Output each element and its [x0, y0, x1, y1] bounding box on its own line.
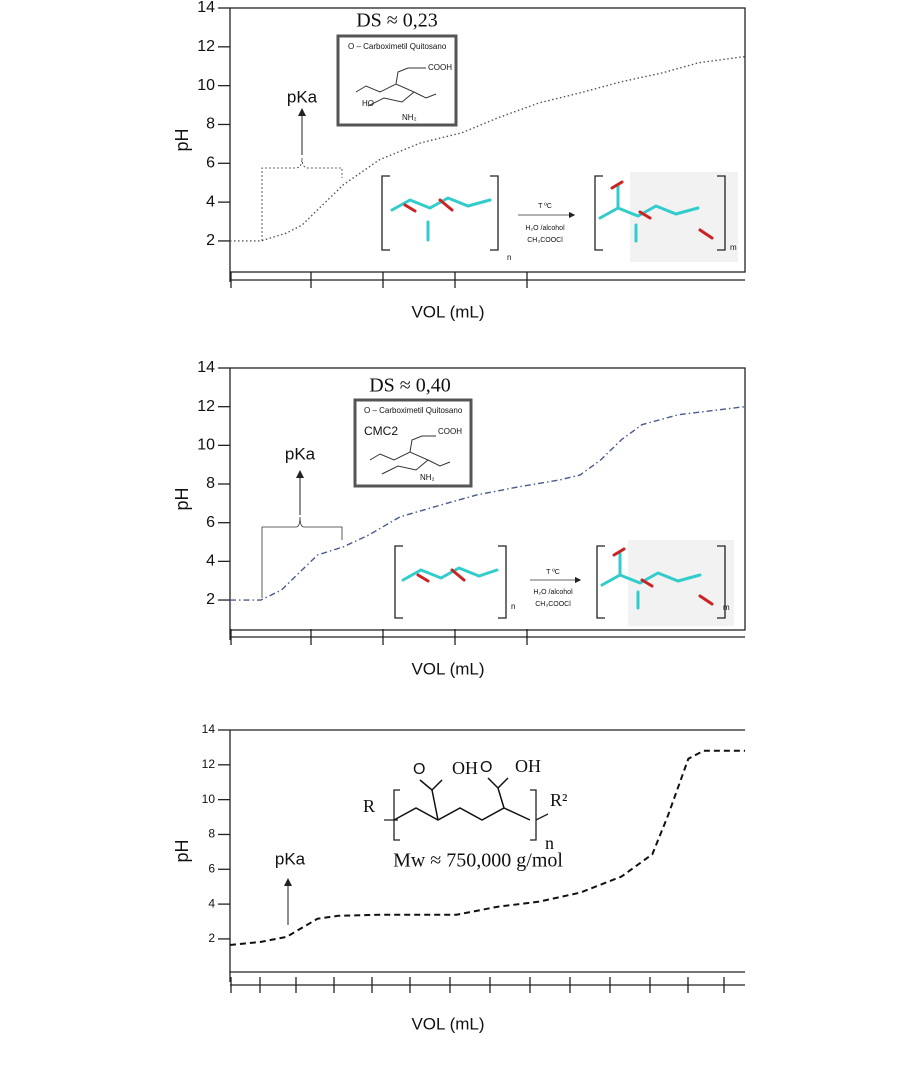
y-tick-label: 10: [197, 77, 215, 94]
repeat-index: n: [545, 833, 554, 853]
molecule: [612, 547, 714, 606]
y-tick-label: 4: [208, 896, 215, 910]
molecule: [403, 198, 454, 213]
molecule: [600, 551, 702, 610]
repeat-index: n: [511, 602, 515, 611]
y-tick-label: 14: [197, 359, 215, 376]
inset-amine: NH₂: [420, 473, 435, 482]
molecule: [610, 180, 714, 240]
y-tick-label: 12: [202, 757, 216, 771]
inset-structure: [369, 435, 451, 475]
y-tick-label: 12: [197, 398, 215, 415]
y-tick-label: 14: [197, 0, 215, 16]
repeat-index: m: [730, 243, 737, 252]
bracket: [594, 175, 726, 251]
y-tick-label: 14: [202, 722, 216, 736]
reaction-reagent: CH₃COOCl: [535, 601, 571, 608]
molecule: [416, 568, 466, 583]
reaction-reagent: CH₃COOCl: [527, 237, 563, 244]
y-axis-label: pH: [172, 839, 192, 862]
y-tick-label: 10: [197, 437, 215, 454]
oxygen-label: O: [413, 761, 425, 778]
pka-label: pKa: [285, 444, 316, 463]
pka-label: pKa: [287, 87, 318, 106]
y-tick-label: 6: [206, 514, 215, 531]
plot-frame: [229, 367, 746, 631]
y-tick-label: 10: [202, 792, 216, 806]
reaction-solvent: H₂O /alcohol: [533, 589, 573, 596]
acid-label: OH: [515, 756, 541, 776]
molecule: [598, 184, 700, 243]
pka-label: pKa: [275, 849, 306, 868]
y-tick-label: 8: [208, 827, 215, 841]
x-axis-label: VOL (mL): [411, 302, 484, 321]
reaction-temperature: T ºC: [546, 569, 560, 576]
bracket: [394, 545, 507, 619]
x-axis-label: VOL (mL): [411, 1014, 484, 1033]
mw-label: Mw ≈ 750,000 g/mol: [393, 850, 563, 872]
y-tick-label: 2: [206, 232, 215, 249]
ds-label: DS ≈ 0,40: [369, 375, 451, 397]
molecule: [401, 566, 499, 582]
y-tick-label: 8: [206, 475, 215, 492]
x-axis-label: VOL (mL): [411, 659, 484, 678]
inset-group: COOH: [438, 427, 462, 436]
y-tick-label: 2: [208, 931, 215, 945]
y-tick-label: 2: [206, 591, 215, 608]
y-tick-label: 8: [206, 116, 215, 133]
chart: 2 4 6 8 10 12 14 pH VOL (mL): [172, 722, 745, 1033]
chart-2-annotations: DS ≈ 0,40 O – Carboximetil Quitosano CMC…: [261, 375, 734, 626]
reaction-solvent: H₂O /alcohol: [525, 225, 565, 232]
end-group-label: R²: [550, 790, 567, 810]
oxygen-label: O: [480, 759, 492, 776]
y-tick-label: 4: [206, 193, 215, 210]
product-background: [628, 540, 734, 626]
bracket: [381, 175, 499, 251]
ph-curve: [230, 405, 746, 601]
y-axis-label: pH: [172, 487, 192, 510]
acid-label: OH: [452, 758, 478, 778]
bracket: [596, 545, 726, 619]
ds-label: DS ≈ 0,23: [356, 10, 438, 32]
y-tick-label: 12: [197, 38, 215, 55]
inset-hydroxyl: HO: [362, 99, 374, 108]
polymer-structure: [393, 777, 531, 821]
repeat-index: n: [507, 253, 511, 262]
y-axis-label: pH: [172, 128, 192, 151]
molecule: [390, 196, 492, 212]
y-tick-label: 6: [206, 155, 215, 172]
ph-curve: [229, 749, 745, 947]
chart: 2 4 6 8 10 12 14 pH VOL (mL): [172, 0, 746, 321]
inset-group: COOH: [428, 63, 452, 72]
chart-3-annotations: OH OH O O R R² n Mw ≈ 750,000 g/mol pKa: [275, 756, 567, 925]
repeat-index: m: [723, 603, 730, 612]
inset-structure: [355, 67, 437, 107]
polymer-bracket: [384, 789, 549, 841]
pka-brace: [261, 157, 343, 241]
y-tick-label: 6: [208, 861, 215, 875]
inset-amine: NH₂: [402, 113, 417, 122]
plot-frame: [229, 7, 746, 273]
pka-brace: [261, 516, 343, 598]
chart: 2 4 6 8 10 12 14 pH VOL (mL): [172, 359, 746, 678]
ph-curve: [230, 55, 746, 242]
end-group-label: R: [363, 796, 375, 816]
y-tick-label: 4: [206, 553, 215, 570]
inset-title: O – Carboximetil Quitosano: [348, 42, 447, 51]
inset-box: [353, 398, 473, 488]
inset-sample: CMC2: [364, 424, 398, 438]
reaction-temperature: T ºC: [538, 203, 552, 210]
inset-title: O – Carboximetil Quitosano: [364, 406, 463, 415]
chart-1-annotations: DS ≈ 0,23 O – Carboximetil Quitosano COO…: [261, 10, 738, 262]
